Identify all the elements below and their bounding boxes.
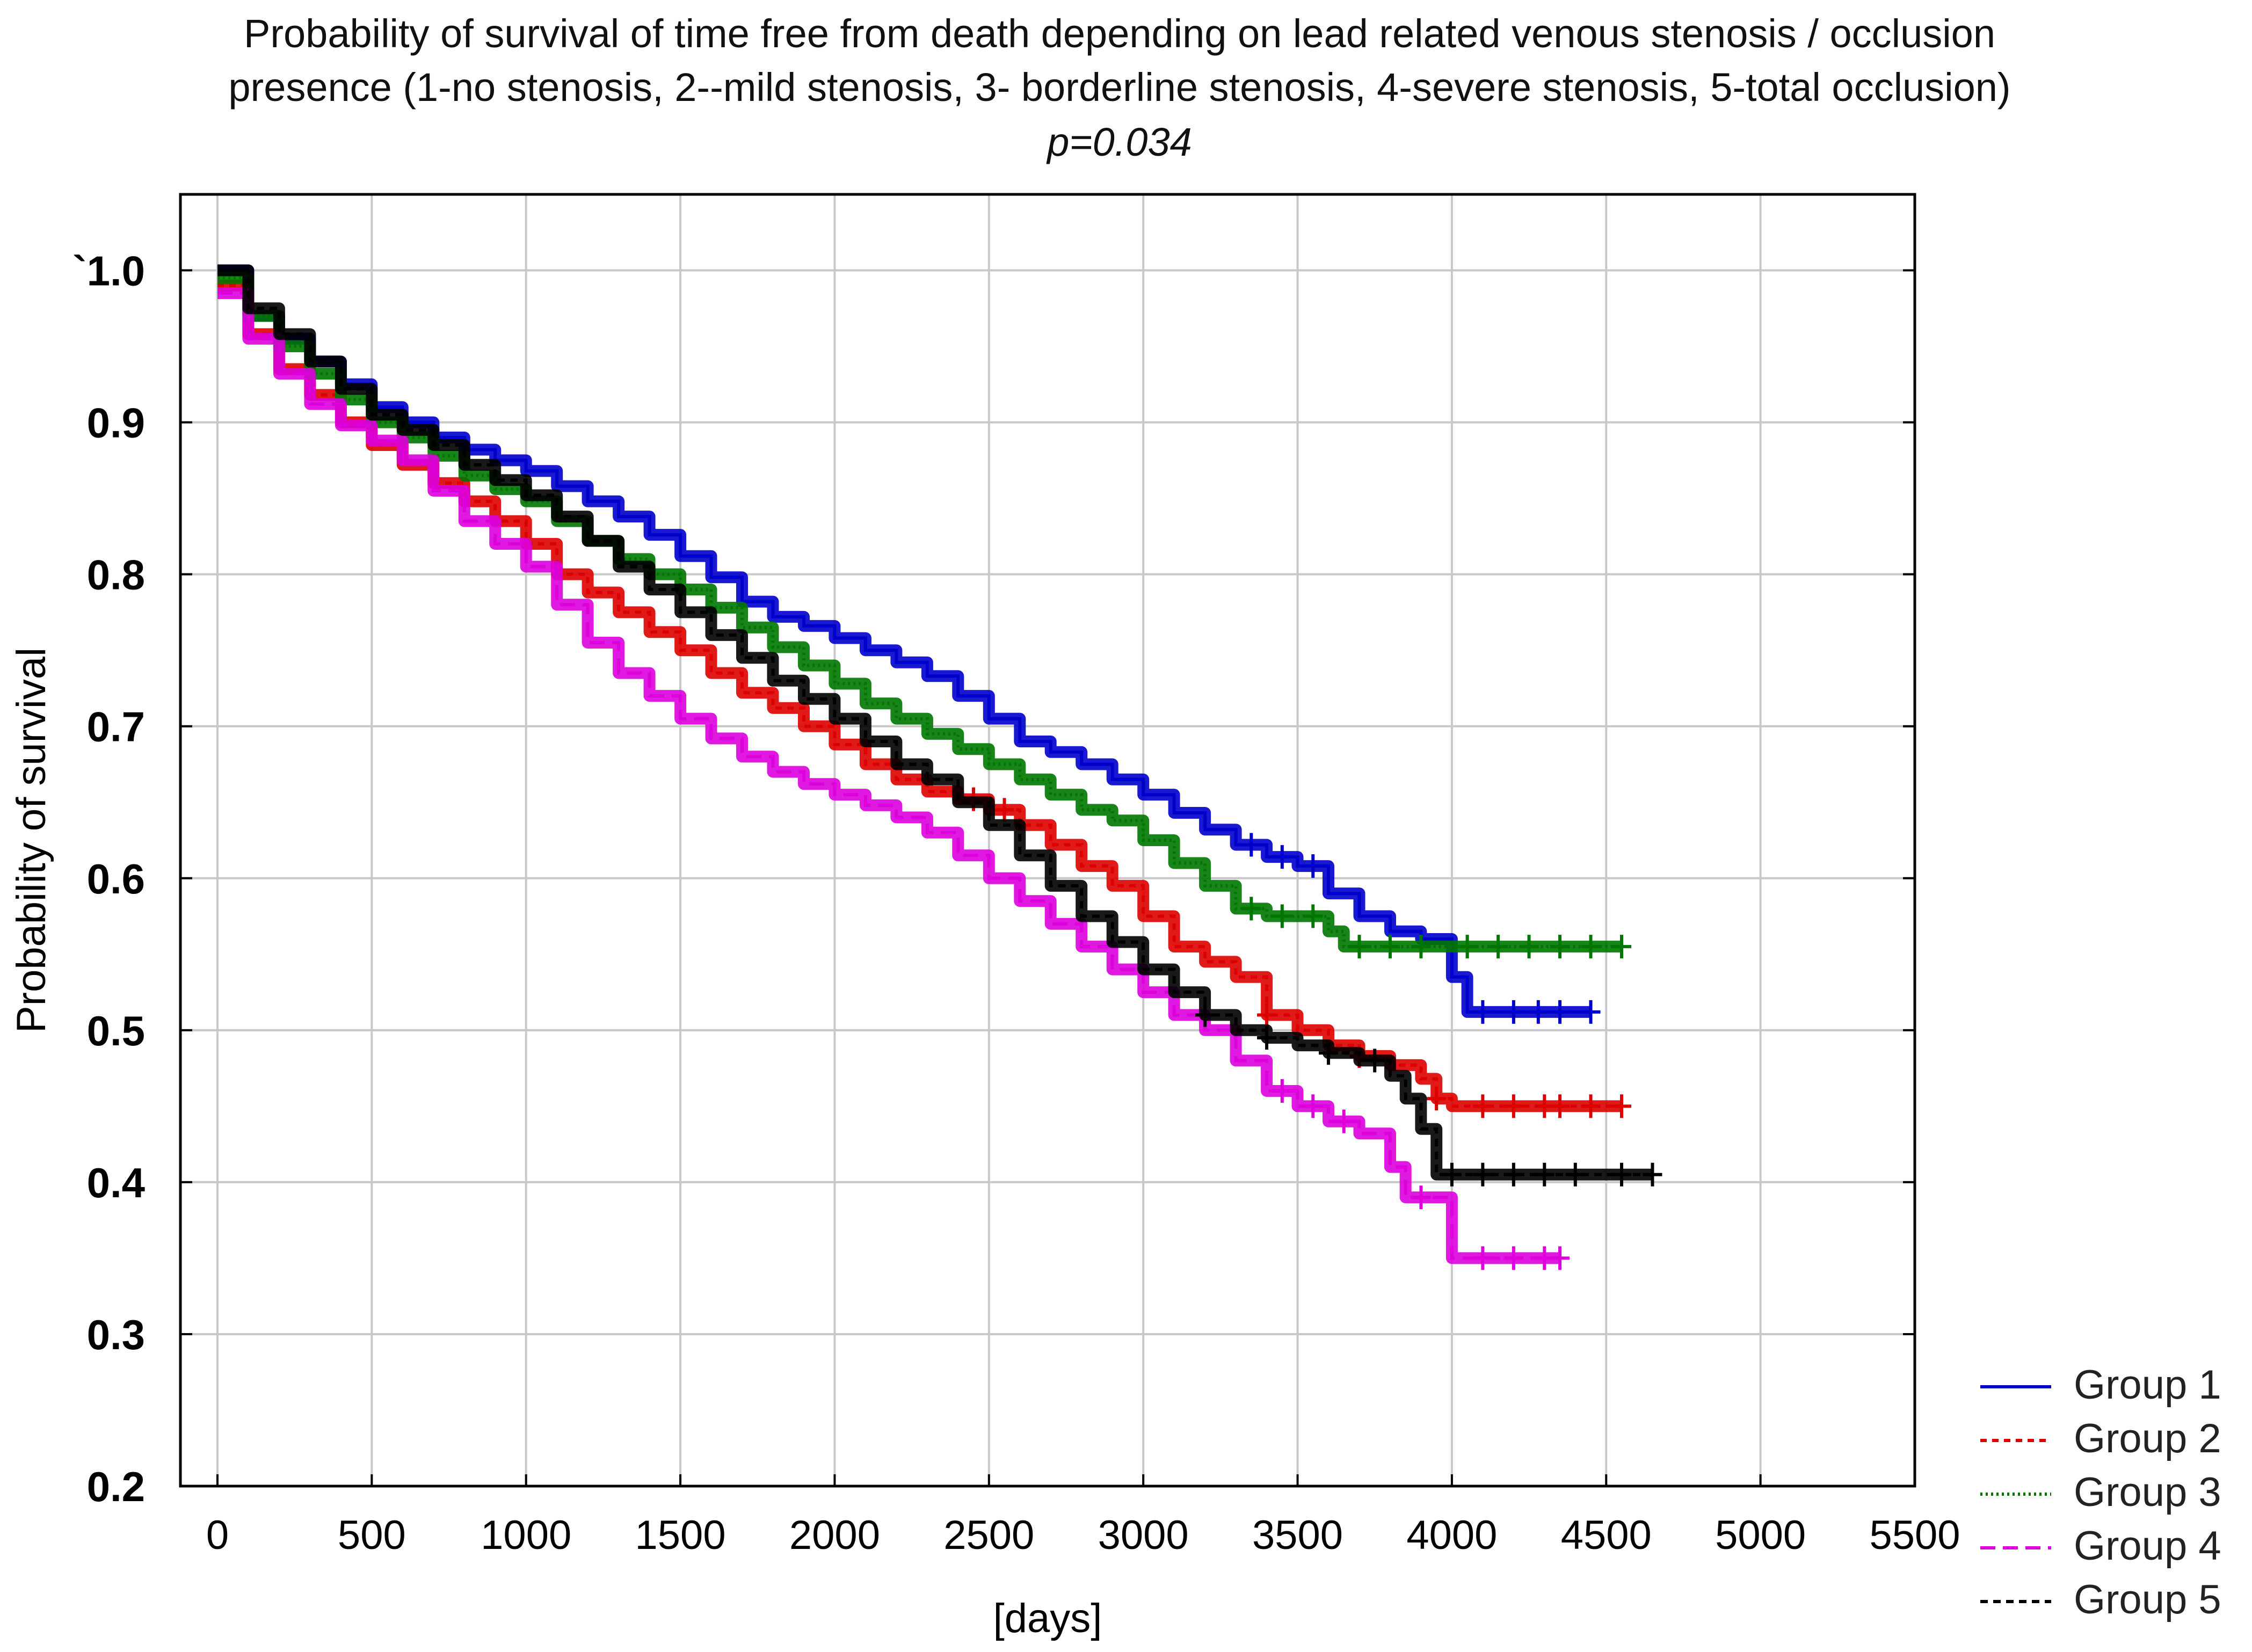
x-tick-label: 3500 bbox=[1252, 1512, 1343, 1558]
x-tick-label: 500 bbox=[338, 1512, 406, 1558]
x-tick-label: 4000 bbox=[1406, 1512, 1497, 1558]
series-5 bbox=[217, 264, 1662, 1187]
y-tick-label: 0.6 bbox=[87, 855, 145, 903]
legend-label: Group 1 bbox=[2074, 1362, 2221, 1408]
y-tick-label: 0.5 bbox=[87, 1007, 145, 1054]
x-tick-label: 0 bbox=[206, 1512, 229, 1558]
x-tick-label: 5500 bbox=[1869, 1512, 1960, 1558]
x-tick-label: 4500 bbox=[1561, 1512, 1652, 1558]
y-tick-label: 0.2 bbox=[87, 1463, 145, 1510]
x-tick-label: 2500 bbox=[943, 1512, 1034, 1558]
legend-label: Group 5 bbox=[2074, 1577, 2221, 1622]
chart-title: Probability of survival of time free fro… bbox=[228, 11, 2010, 164]
y-tick-label: 0.7 bbox=[87, 703, 145, 751]
plot-area-frame bbox=[179, 193, 1916, 1488]
legend: Group 1 Group 2 Group 3 Group 4 Group 5 bbox=[1980, 1362, 2221, 1622]
legend-item: Group 1 bbox=[1980, 1362, 2221, 1408]
legend-item: Group 5 bbox=[1980, 1577, 2221, 1622]
x-tick-label: 1000 bbox=[481, 1512, 571, 1558]
series-4 bbox=[217, 287, 1570, 1270]
legend-label: Group 3 bbox=[2074, 1469, 2221, 1515]
y-tick-label: 0.3 bbox=[87, 1311, 145, 1358]
series-1 bbox=[217, 264, 1601, 1024]
y-tick-label: 0.8 bbox=[87, 551, 145, 599]
series-5-line bbox=[217, 268, 1653, 1176]
chart-subtitle-pvalue: p=0.034 bbox=[1046, 120, 1192, 164]
legend-item: Group 3 bbox=[1980, 1469, 2221, 1515]
x-tick-label: 5000 bbox=[1715, 1512, 1806, 1558]
y-tick-label: `1.0 bbox=[73, 248, 145, 295]
x-tick-label: 1500 bbox=[635, 1512, 726, 1558]
series-2 bbox=[217, 279, 1632, 1118]
legend-label: Group 2 bbox=[2074, 1416, 2221, 1461]
y-axis-ticks: `1.0 0.9 0.8 0.7 0.6 0.5 0.4 0.3 0.2 bbox=[73, 248, 1915, 1510]
legend-item: Group 4 bbox=[1980, 1523, 2221, 1569]
series-1-band bbox=[217, 264, 1591, 1018]
y-tick-label: 0.4 bbox=[87, 1159, 145, 1206]
x-tick-label: 2000 bbox=[789, 1512, 880, 1558]
series-3-band bbox=[217, 272, 1622, 953]
legend-item: Group 2 bbox=[1980, 1416, 2221, 1461]
y-axis-label: Probability of survival bbox=[9, 647, 54, 1033]
series-3 bbox=[217, 272, 1632, 959]
series-3-line bbox=[217, 276, 1622, 949]
x-axis-ticks: 0 500 1000 1500 2000 2500 3000 3500 4000 4500 5000… bbox=[206, 1474, 1960, 1558]
y-tick-label: 0.9 bbox=[87, 399, 145, 447]
series-layer bbox=[217, 264, 1662, 1270]
chart-title-line-2: presence (1-no stenosis, 2--mild stenosi… bbox=[228, 65, 2010, 110]
x-tick-label: 3000 bbox=[1098, 1512, 1189, 1558]
series-5-band bbox=[217, 264, 1653, 1181]
series-1-line bbox=[217, 268, 1591, 1014]
legend-label: Group 4 bbox=[2074, 1523, 2221, 1569]
series-2-band bbox=[217, 279, 1622, 1112]
grid-lines bbox=[180, 194, 1915, 1486]
series-2-line bbox=[217, 283, 1622, 1108]
chart-title-line-1: Probability of survival of time free fro… bbox=[244, 11, 1995, 56]
x-axis-label: [days] bbox=[993, 1596, 1102, 1641]
